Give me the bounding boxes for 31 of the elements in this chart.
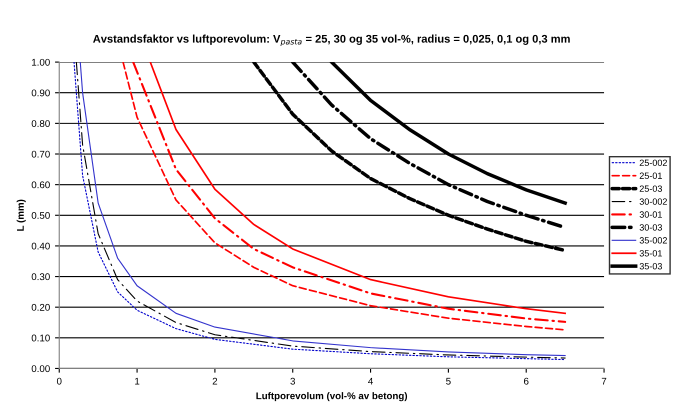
x-tick-label: 2 — [212, 378, 218, 385]
y-tick-label: 0.00 — [32, 365, 50, 372]
legend-label: 25-002 — [640, 160, 667, 166]
y-tick-label: 0.50 — [32, 212, 50, 219]
y-tick-label: 0.60 — [32, 181, 50, 188]
x-tick-label: 1 — [135, 378, 140, 385]
legend-label: 35-002 — [640, 237, 667, 244]
legend-label: 30-03 — [640, 224, 662, 231]
legend-label: 25-03 — [640, 185, 662, 192]
legend-label: 30-01 — [640, 211, 662, 218]
legend-label: 30-002 — [640, 198, 667, 205]
y-tick-label: 0.40 — [32, 242, 50, 250]
y-tick-label: 0.90 — [32, 89, 50, 96]
y-tick-label: 0.30 — [32, 273, 50, 280]
legend-label: 35-03 — [640, 263, 662, 270]
y-tick-label: 0.10 — [32, 334, 50, 342]
x-tick-label: 3 — [290, 378, 296, 385]
x-tick-label: 5 — [446, 378, 451, 385]
y-tick-label: 0.80 — [32, 120, 50, 127]
y-axis-title: L (mm) — [16, 200, 26, 231]
x-tick-label: 6 — [524, 378, 528, 385]
y-tick-label: 0.70 — [32, 150, 50, 158]
legend-label: 25-01 — [640, 172, 662, 179]
legend-label: 35-01 — [640, 250, 662, 256]
x-tick-label: 4 — [368, 378, 373, 385]
x-tick-label: 0 — [56, 378, 62, 385]
y-tick-label: 0.20 — [32, 304, 50, 311]
y-tick-label: 1.00 — [32, 58, 50, 66]
chart-title: Avstandsfaktor vs luftporevolum: V$_{pasta}$ = 25, 30 og 35 vol-%, radius = 0,025, 0,1 og 0,3 mm — [93, 34, 570, 46]
x-tick-label: 7 — [602, 378, 606, 385]
x-axis-title: Luftporevolum (vol-% av betong) — [256, 392, 408, 402]
